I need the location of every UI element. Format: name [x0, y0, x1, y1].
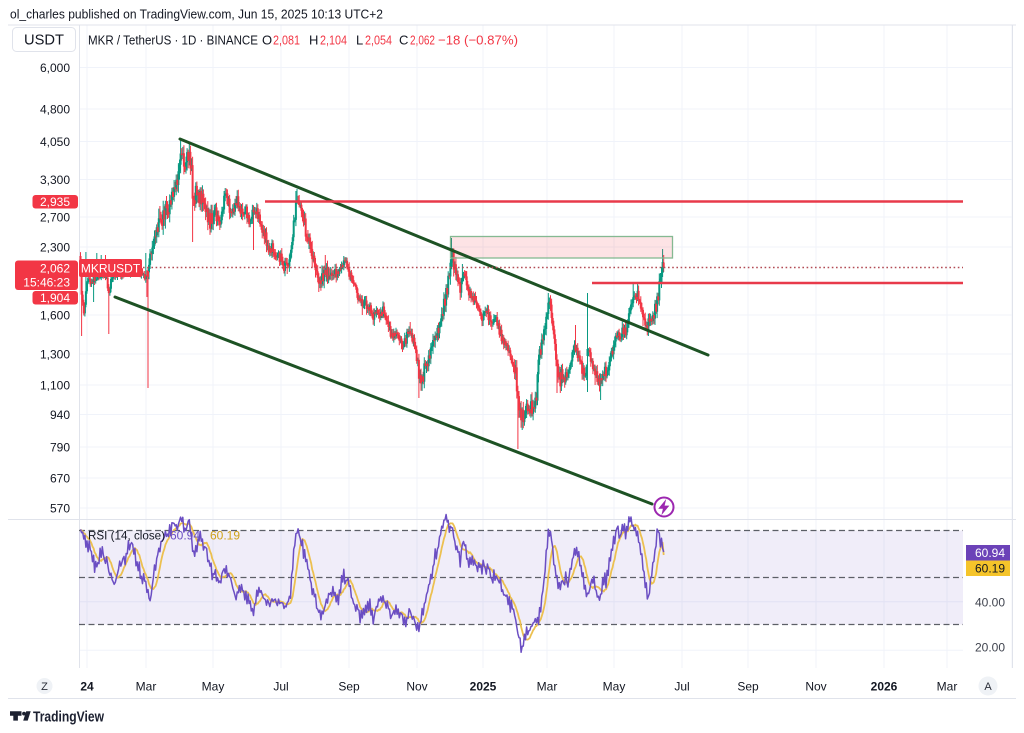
- svg-text:ol_charles published on Tradin: ol_charles published on TradingView.com,…: [10, 7, 383, 22]
- svg-text:4,800: 4,800: [40, 102, 70, 116]
- svg-text:C: C: [399, 33, 408, 48]
- svg-text:2,935: 2,935: [40, 195, 70, 209]
- svg-text:670: 670: [50, 471, 70, 485]
- svg-text:60.19: 60.19: [210, 529, 240, 543]
- svg-text:A: A: [984, 681, 992, 693]
- svg-text:2,700: 2,700: [40, 210, 70, 224]
- svg-text:3,300: 3,300: [40, 173, 70, 187]
- svg-text:Mar: Mar: [136, 680, 157, 694]
- svg-text:O: O: [262, 33, 272, 48]
- svg-text:60.94: 60.94: [975, 546, 1005, 560]
- svg-text:Mar: Mar: [537, 680, 558, 694]
- svg-text:Z: Z: [41, 681, 48, 693]
- svg-text:USDT: USDT: [24, 33, 64, 49]
- svg-text:1,600: 1,600: [40, 308, 70, 322]
- svg-text:MKRUSDT: MKRUSDT: [81, 261, 141, 275]
- svg-text:Sep: Sep: [338, 680, 360, 694]
- svg-text:Jul: Jul: [674, 680, 689, 694]
- svg-text:Nov: Nov: [406, 680, 427, 694]
- svg-text:2,062: 2,062: [40, 261, 70, 275]
- svg-text:2,054: 2,054: [365, 33, 392, 48]
- svg-text:940: 940: [50, 408, 70, 422]
- svg-text:TradingView: TradingView: [33, 709, 104, 726]
- svg-text:1,100: 1,100: [40, 378, 70, 392]
- svg-text:MKR / TetherUS · 1D · BINANCE: MKR / TetherUS · 1D · BINANCE: [88, 33, 258, 48]
- svg-text:−18 (−0.87%): −18 (−0.87%): [438, 33, 518, 48]
- svg-text:2,104: 2,104: [320, 33, 347, 48]
- svg-text:24: 24: [80, 680, 94, 694]
- svg-text:570: 570: [50, 501, 70, 515]
- svg-text:15:46:23: 15:46:23: [23, 275, 70, 289]
- svg-text:RSI (14, close): RSI (14, close): [88, 529, 165, 543]
- svg-text:20.00: 20.00: [975, 641, 1005, 655]
- svg-text:6,000: 6,000: [40, 61, 70, 75]
- svg-text:60.94: 60.94: [170, 529, 200, 543]
- svg-text:2,062: 2,062: [410, 33, 435, 48]
- svg-text:1,300: 1,300: [40, 347, 70, 361]
- svg-text:1,904: 1,904: [40, 291, 70, 305]
- svg-text:May: May: [603, 680, 626, 694]
- svg-text:L: L: [356, 33, 363, 48]
- svg-text:H: H: [309, 33, 318, 48]
- svg-text:790: 790: [50, 440, 70, 454]
- svg-text:2025: 2025: [470, 680, 497, 694]
- svg-text:Jul: Jul: [273, 680, 288, 694]
- svg-text:May: May: [202, 680, 225, 694]
- svg-text:2,081: 2,081: [273, 33, 300, 48]
- svg-text:Sep: Sep: [737, 680, 759, 694]
- svg-text:60.19: 60.19: [975, 562, 1005, 576]
- svg-text:2,300: 2,300: [40, 240, 70, 254]
- svg-text:40.00: 40.00: [975, 595, 1005, 609]
- svg-text:Mar: Mar: [937, 680, 958, 694]
- svg-text:4,050: 4,050: [40, 135, 70, 149]
- svg-text:2026: 2026: [871, 680, 898, 694]
- svg-text:Nov: Nov: [805, 680, 826, 694]
